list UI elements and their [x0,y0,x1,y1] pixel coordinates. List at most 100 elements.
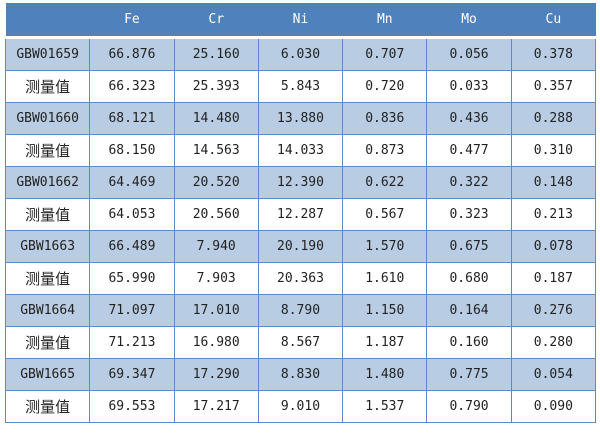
table-cell: 0.567 [342,198,428,231]
row-label: GBW01659 [4,37,91,71]
table-row: 测量值 64.053 20.560 12.287 0.567 0.323 0.213 [4,198,597,231]
table-cell: 0.323 [426,198,512,231]
table-cell: 0.775 [426,358,512,391]
table-cell: 0.836 [342,102,428,135]
table-cell: 13.880 [257,102,344,135]
column-header [5,3,90,38]
table-cell: 7.903 [173,262,259,295]
table-cell: 0.164 [426,294,512,327]
row-label: 测量值 [4,198,91,231]
table-cell: 1.150 [342,294,428,327]
table-row: GBW1664 71.097 17.010 8.790 1.150 0.164 0.276 [4,294,597,327]
table-cell: 5.843 [257,70,344,103]
table-row: 测量值 66.323 25.393 5.843 0.720 0.033 0.357 [4,70,597,103]
row-label: GBW01662 [4,166,91,199]
table-cell: 68.150 [89,134,175,167]
table-cell: 0.054 [510,358,597,391]
table-cell: 1.570 [342,230,428,263]
table-cell: 6.030 [257,37,344,71]
table-cell: 14.033 [257,134,344,167]
table-cell: 68.121 [89,102,175,135]
table-cell: 0.187 [510,262,597,295]
table-row: 测量值 71.213 16.980 8.567 1.187 0.160 0.280 [4,326,597,359]
row-label: 测量值 [4,70,91,103]
table-cell: 8.790 [257,294,344,327]
table-cell: 0.078 [510,230,597,263]
table-cell: 0.378 [510,37,597,71]
table-row: GBW1663 66.489 7.940 20.190 1.570 0.675 0.078 [4,230,597,263]
table-cell: 12.390 [257,166,344,199]
table-cell: 69.553 [89,390,175,423]
table-cell: 0.033 [426,70,512,103]
table-row: GBW01659 66.876 25.160 6.030 0.707 0.056 0.378 [4,37,597,71]
composition-table: Fe Cr Ni Mn Mo Cu GBW01659 66.876 25.160 6.030 0.… [4,3,597,423]
table-cell: 0.357 [510,70,597,103]
table-cell: 1.480 [342,358,428,391]
table-cell: 17.290 [173,358,259,391]
table-cell: 25.393 [173,70,259,103]
column-header: Mo [426,3,512,38]
table-cell: 1.537 [342,390,428,423]
table-cell: 0.873 [342,134,428,167]
column-header: Fe [89,3,175,38]
row-label: 测量值 [4,326,91,359]
table-cell: 20.363 [257,262,344,295]
table-cell: 1.610 [342,262,428,295]
row-label: 测量值 [4,390,91,423]
column-header: Cu [511,3,596,38]
table-cell: 16.980 [173,326,259,359]
table-cell: 0.160 [426,326,512,359]
table-cell: 14.480 [173,102,259,135]
table-cell: 71.097 [89,294,175,327]
column-header: Cr [174,3,259,38]
header-row: Fe Cr Ni Mn Mo Cu [5,3,596,38]
table-cell: 0.280 [510,326,597,359]
row-label: 测量值 [4,134,91,167]
row-label: GBW1663 [4,230,91,263]
table-cell: 0.622 [342,166,428,199]
table-cell: 12.287 [257,198,344,231]
table-row: GBW1665 69.347 17.290 8.830 1.480 0.775 0.054 [4,358,597,391]
table-cell: 66.323 [89,70,175,103]
column-header: Mn [342,3,427,38]
table-cell: 20.520 [173,166,259,199]
table-cell: 0.322 [426,166,512,199]
table-row: GBW01660 68.121 14.480 13.880 0.836 0.436 0.28… [4,102,597,135]
table-cell: 0.090 [510,390,597,423]
table-cell: 69.347 [89,358,175,391]
table-cell: 65.990 [89,262,175,295]
table-cell: 0.213 [510,198,597,231]
table-cell: 0.720 [342,70,428,103]
table-cell: 0.310 [510,134,597,167]
table-cell: 0.790 [426,390,512,423]
column-header: Ni [258,3,343,38]
table-cell: 25.160 [173,37,259,71]
table-cell: 7.940 [173,230,259,263]
table-cell: 17.010 [173,294,259,327]
table-cell: 9.010 [257,390,344,423]
table-cell: 0.148 [510,166,597,199]
table-cell: 64.053 [89,198,175,231]
table-row: 测量值 68.150 14.563 14.033 0.873 0.477 0.310 [4,134,597,167]
table-row: 测量值 69.553 17.217 9.010 1.537 0.790 0.090 [4,390,597,423]
table-cell: 17.217 [173,390,259,423]
table-cell: 0.707 [342,37,428,71]
table-cell: 8.567 [257,326,344,359]
table-cell: 0.056 [426,37,512,71]
table-row: GBW01662 64.469 20.520 12.390 0.622 0.322 0.14… [4,166,597,199]
row-label: GBW1665 [4,358,91,391]
table-cell: 20.190 [257,230,344,263]
table-cell: 64.469 [89,166,175,199]
table-cell: 1.187 [342,326,428,359]
table-cell: 66.489 [89,230,175,263]
table-cell: 0.675 [426,230,512,263]
table-row: 测量值 65.990 7.903 20.363 1.610 0.680 0.187 [4,262,597,295]
table-cell: 0.276 [510,294,597,327]
table-cell: 71.213 [89,326,175,359]
table-cell: 0.436 [426,102,512,135]
table-cell: 20.560 [173,198,259,231]
table-cell: 14.563 [173,134,259,167]
row-label: GBW1664 [4,294,91,327]
table-cell: 0.477 [426,134,512,167]
table-cell: 8.830 [257,358,344,391]
